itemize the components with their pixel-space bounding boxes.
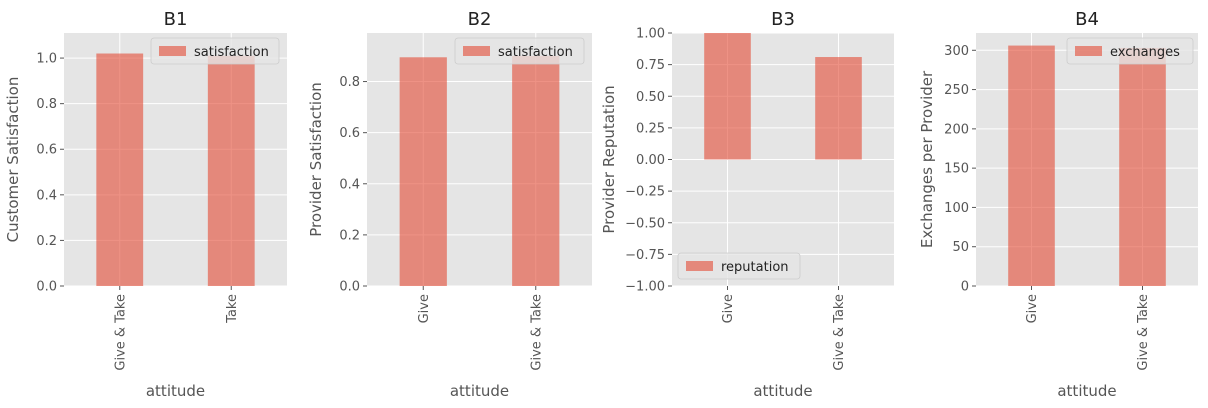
- y-tick-label: 0.00: [636, 153, 665, 168]
- y-axis-label: Exchanges per Provider: [918, 70, 936, 248]
- bar: [704, 33, 751, 160]
- y-tick-label: 0.0: [339, 280, 360, 295]
- chart-title: B2: [468, 9, 492, 30]
- chart-title: B3: [771, 9, 795, 30]
- legend-swatch: [159, 46, 186, 56]
- y-tick-label: 1.00: [636, 27, 665, 42]
- legend-label: satisfaction: [194, 45, 269, 60]
- legend-swatch: [1075, 46, 1102, 56]
- chart-panel-1: 0.0 0.2 0.4 0.6 0.8 1.0 Give & Take Take B1 attit…: [4, 9, 287, 400]
- y-tick-label: 0: [961, 280, 969, 295]
- bar: [399, 57, 447, 287]
- bar: [815, 57, 862, 160]
- chart-panel-3: −1.00 −0.75 −0.50 −0.25 0.00 0.25 0.50 0.75 1.00…: [600, 9, 894, 400]
- legend: satisfaction: [454, 37, 585, 65]
- chart-panel-4: 0 50 100 150 200 250 300 Give Give & Take B4 attit…: [918, 9, 1198, 400]
- x-tick-label: Give & Take: [1136, 294, 1151, 371]
- legend-swatch: [463, 46, 490, 56]
- chart-panel-2: 0.0 0.2 0.4 0.6 0.8 Give Give & Take B2 attitude…: [307, 9, 592, 400]
- y-tick-label: 0.0: [36, 280, 57, 295]
- legend-box: [1066, 37, 1194, 65]
- y-tick-label: 150: [944, 162, 969, 177]
- x-tick-label: Take: [225, 294, 240, 324]
- y-tick-label: 0.8: [36, 97, 57, 112]
- legend: satisfaction: [150, 37, 280, 65]
- y-tick-label: 0.6: [339, 126, 360, 141]
- y-tick-label: −0.50: [625, 216, 665, 231]
- chart-title: B1: [164, 9, 188, 30]
- y-tick-label: 50: [952, 240, 969, 255]
- y-tick-label: 100: [944, 201, 969, 216]
- x-axis-label: attitude: [146, 382, 205, 400]
- x-tick-label: Give & Take: [113, 294, 128, 371]
- y-tick-label: 0.4: [339, 177, 360, 192]
- y-tick-label: 0.50: [636, 90, 665, 105]
- y-tick-label: 250: [944, 83, 969, 98]
- x-axis-label: attitude: [450, 382, 509, 400]
- y-tick-label: 0.75: [636, 58, 665, 73]
- legend: exchanges: [1066, 37, 1194, 65]
- y-axis-label: Provider Reputation: [600, 85, 618, 233]
- legend-box: [454, 37, 585, 65]
- legend-label: exchanges: [1110, 45, 1180, 60]
- bar: [1119, 47, 1166, 286]
- y-axis-label: Provider Satisfaction: [307, 82, 325, 237]
- y-tick-label: 0.25: [636, 121, 665, 136]
- legend-box: [677, 252, 801, 280]
- x-tick-label: Give: [1025, 294, 1040, 323]
- x-axis-label: attitude: [753, 382, 812, 400]
- y-tick-label: −1.00: [625, 280, 665, 295]
- y-axis-label: Customer Satisfaction: [4, 77, 22, 243]
- legend-label: reputation: [721, 260, 789, 275]
- y-tick-label: 200: [944, 122, 969, 137]
- x-tick-label: Give & Take: [832, 294, 847, 371]
- legend: reputation: [677, 252, 801, 280]
- y-tick-label: 0.2: [36, 234, 57, 249]
- x-tick-label: Give & Take: [529, 294, 544, 371]
- bar: [96, 53, 144, 286]
- y-tick-label: 0.8: [339, 75, 360, 90]
- bar: [207, 55, 255, 287]
- legend-label: satisfaction: [498, 45, 573, 60]
- chart-title: B4: [1075, 9, 1099, 30]
- y-tick-label: 0.2: [339, 228, 360, 243]
- y-tick-label: 1.0: [36, 52, 57, 67]
- x-tick-label: Give: [417, 294, 432, 323]
- legend-swatch: [686, 261, 713, 271]
- bar: [512, 56, 560, 286]
- y-tick-label: 300: [944, 44, 969, 59]
- bar: [1008, 45, 1055, 287]
- legend-box: [150, 37, 280, 65]
- y-tick-label: −0.25: [625, 185, 665, 200]
- x-tick-label: Give: [721, 294, 736, 323]
- x-axis-label: attitude: [1057, 382, 1116, 400]
- y-tick-label: −0.75: [625, 248, 665, 263]
- y-tick-label: 0.6: [36, 143, 57, 158]
- y-tick-label: 0.4: [36, 188, 57, 203]
